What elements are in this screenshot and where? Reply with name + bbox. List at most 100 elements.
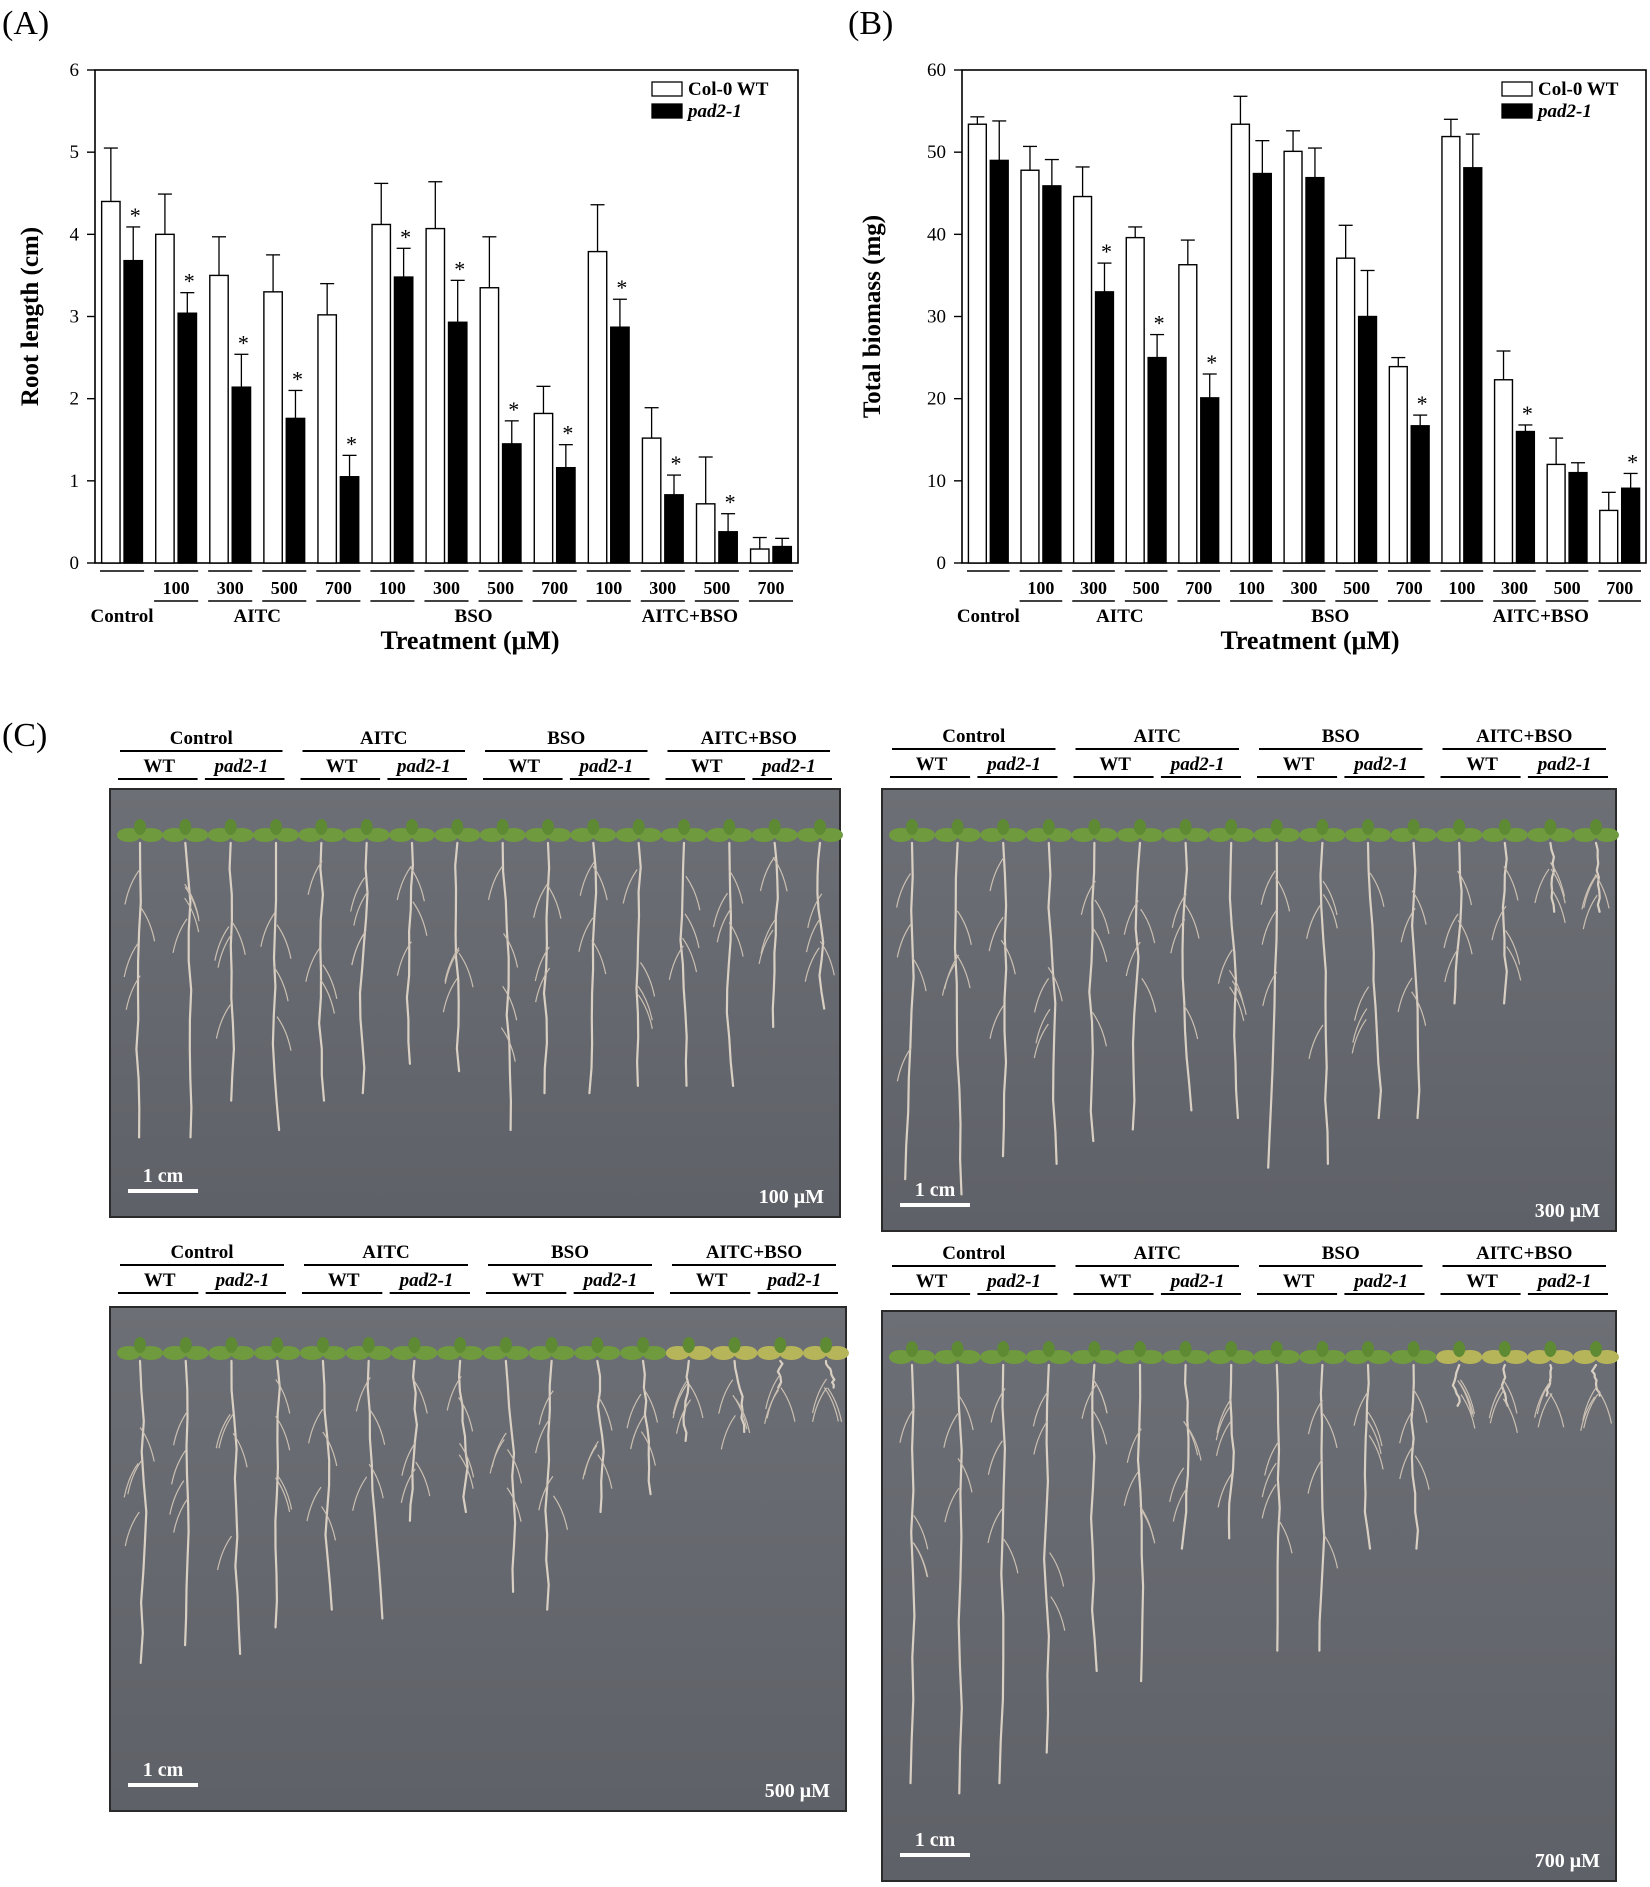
lateral-root xyxy=(805,917,822,953)
seedling-root xyxy=(776,1359,784,1389)
panel-b-label: (B) xyxy=(848,5,893,42)
lateral-root xyxy=(675,1399,692,1434)
lateral-root xyxy=(760,919,776,954)
seedling-root xyxy=(504,1359,517,1593)
lateral-root xyxy=(987,1508,1003,1544)
group-label: AITC xyxy=(1096,606,1144,627)
bar-pad2-1 xyxy=(285,417,306,564)
lateral-root xyxy=(1550,868,1566,904)
photo-mutant-label: pad2-1 xyxy=(582,1270,638,1291)
lateral-root xyxy=(123,942,139,978)
cotyledon-leaf xyxy=(1208,828,1233,842)
seedling-root xyxy=(816,841,826,1010)
lateral-root xyxy=(592,865,608,901)
significance-star: * xyxy=(725,490,736,515)
lateral-root xyxy=(1169,1467,1185,1502)
photo-wt-label: WT xyxy=(144,1270,176,1291)
lateral-root xyxy=(1534,868,1550,904)
chart-a-root-length: 0 1 2 3 4 5 6 Root length (cm) * * * * * * * * * * * * 100 30… xyxy=(17,60,799,655)
lateral-root xyxy=(538,1475,554,1511)
true-leaf xyxy=(1225,819,1238,835)
category-label: 100 xyxy=(1027,578,1054,598)
seedling-root xyxy=(408,1359,419,1522)
lateral-root xyxy=(319,979,335,1014)
group-label: Control xyxy=(91,606,154,627)
lateral-root xyxy=(401,1441,417,1476)
seedling-root xyxy=(909,1363,916,1785)
bar-wt xyxy=(1178,264,1198,564)
seedling-root xyxy=(1180,1363,1190,1550)
lateral-root xyxy=(911,956,927,992)
cotyledon-leaf xyxy=(615,828,640,842)
seedling-root xyxy=(542,841,551,1095)
lateral-root xyxy=(1537,1393,1553,1428)
true-leaf xyxy=(1179,1341,1192,1357)
true-leaf xyxy=(271,1337,284,1353)
bar-wt xyxy=(587,250,608,564)
cotyledon-leaf xyxy=(434,828,459,842)
cotyledon-leaf xyxy=(596,1346,621,1360)
bar-pad2-1 xyxy=(1515,430,1536,564)
cotyledon-leaf xyxy=(1299,1350,1324,1364)
true-leaf xyxy=(906,1341,918,1357)
category-label: 500 xyxy=(487,578,514,598)
lateral-root xyxy=(446,1376,462,1411)
lateral-root xyxy=(1457,919,1473,955)
significance-star: * xyxy=(1101,239,1112,264)
photo-wt-label: WT xyxy=(328,1270,360,1291)
seedling-root xyxy=(1047,841,1058,1165)
lateral-root xyxy=(672,1383,688,1419)
y-tick-label: 2 xyxy=(70,389,80,410)
seedling-root xyxy=(588,841,598,1095)
category-label: 500 xyxy=(1133,578,1160,598)
category-label: 100 xyxy=(1448,578,1475,598)
lateral-root xyxy=(640,962,656,997)
cotyledon-leaf xyxy=(275,828,299,842)
lateral-root xyxy=(500,1027,516,1062)
cotyledon-leaf xyxy=(1002,828,1027,842)
cotyledon-leaf xyxy=(934,828,959,842)
group-label: BSO xyxy=(1311,606,1349,627)
y-tick-label: 50 xyxy=(927,142,946,163)
true-leaf xyxy=(1498,819,1511,835)
photo-wt-label: WT xyxy=(508,756,540,777)
cotyledon-leaf xyxy=(889,828,913,842)
true-leaf xyxy=(1407,819,1420,835)
lateral-root xyxy=(124,1511,140,1547)
lateral-root xyxy=(1459,1379,1476,1414)
lateral-root xyxy=(1307,1459,1323,1494)
photo-mutant-label: pad2-1 xyxy=(1352,754,1408,775)
seedling-root xyxy=(641,1359,652,1496)
cotyledon-leaf xyxy=(139,828,163,842)
photo-group-label: AITC+BSO xyxy=(1476,726,1572,747)
bar-wt xyxy=(317,314,338,564)
true-leaf xyxy=(179,819,192,835)
lateral-root xyxy=(780,1387,796,1422)
bar-pad2-1 xyxy=(1042,185,1062,564)
significance-star: * xyxy=(346,431,357,456)
lateral-root xyxy=(895,873,912,908)
true-leaf xyxy=(1498,1341,1511,1357)
cotyledon-leaf xyxy=(525,828,549,842)
true-leaf xyxy=(499,1337,512,1353)
lateral-root xyxy=(896,923,912,958)
lateral-root xyxy=(1047,966,1063,1002)
cotyledon-leaf xyxy=(343,828,368,842)
category-label: 700 xyxy=(1606,578,1633,598)
cotyledon-leaf xyxy=(365,828,390,842)
lateral-root xyxy=(368,1463,384,1499)
y-tick-label: 6 xyxy=(70,60,80,81)
lateral-root xyxy=(958,1395,974,1431)
seedling-root xyxy=(635,841,642,1087)
lateral-root xyxy=(546,884,562,919)
bar-pad2-1 xyxy=(177,312,198,564)
y-axis-label: Root length (cm) xyxy=(17,227,44,406)
cotyledon-leaf xyxy=(574,1346,599,1360)
cotyledon-leaf xyxy=(1527,828,1552,842)
significance-star: * xyxy=(238,330,249,355)
cotyledon-leaf xyxy=(1595,828,1619,842)
bar-pad2-1 xyxy=(1252,172,1272,564)
lateral-root xyxy=(275,1379,291,1414)
cotyledon-leaf xyxy=(547,828,571,842)
cotyledon-leaf xyxy=(1162,828,1187,842)
